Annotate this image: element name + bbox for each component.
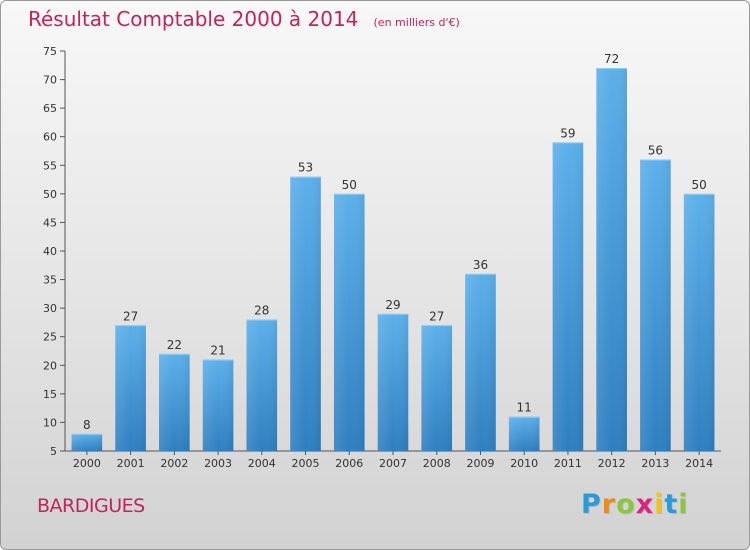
logo-letter: t: [664, 489, 679, 520]
y-tick-label: 30: [43, 302, 57, 315]
bar-shading: [552, 142, 584, 451]
bar-value-label: 72: [604, 52, 619, 66]
commune-name: BARDIGUES: [37, 495, 145, 517]
x-tick-label: 2005: [292, 457, 320, 470]
bar-shading: [202, 359, 234, 451]
x-tick-label: 2012: [598, 457, 626, 470]
y-tick-label: 5: [50, 445, 57, 458]
chart-title: Résultat Comptable 2000 à 2014 (en milli…: [28, 7, 460, 31]
y-tick-label: 60: [43, 131, 57, 144]
bar-shading: [246, 319, 278, 451]
bar-value-label: 21: [210, 344, 225, 358]
y-tick-label: 20: [43, 359, 57, 372]
bar-shading: [465, 273, 496, 451]
logo-letter: i: [678, 489, 689, 520]
bar-value-label: 50: [691, 178, 706, 192]
chart-unit-note: (en milliers d'€): [373, 16, 460, 29]
bar-shading: [333, 193, 365, 451]
y-tick-label: 75: [43, 45, 57, 58]
bar-value-label: 53: [298, 161, 313, 175]
y-tick-label: 10: [43, 416, 57, 429]
x-tick-label: 2004: [248, 457, 276, 470]
chart-title-main: Résultat Comptable 2000 à 2014: [28, 7, 359, 31]
x-tick-label: 2007: [379, 457, 407, 470]
x-tick-label: 2014: [685, 457, 713, 470]
logo-letter: o: [616, 489, 636, 520]
x-tick-label: 2011: [554, 457, 582, 470]
y-tick-label: 50: [43, 188, 57, 201]
y-tick-label: 70: [43, 74, 57, 87]
axis-layer: 5 10 15 20 25 30 35 40 45 50 55 60 65 70 75 2000 2001 200…: [43, 45, 721, 470]
bar-shading: [290, 176, 321, 451]
logo-letter: x: [635, 489, 655, 520]
bar-value-label: 29: [385, 298, 400, 312]
bar-shading: [159, 353, 190, 451]
x-tick-label: 2002: [160, 457, 188, 470]
y-tick-label: 55: [43, 159, 57, 172]
bar-shading: [508, 416, 540, 451]
x-tick-label: 2003: [204, 457, 232, 470]
bar-shading: [71, 433, 103, 451]
label-layer: 8 27 22 21 28 53 50 29 27 36 11 59 72 56 50: [83, 52, 707, 432]
bar-value-label: 28: [254, 304, 269, 318]
bar-shading: [640, 159, 671, 452]
bar-value-label: 27: [429, 309, 444, 323]
bar-shading: [377, 313, 409, 451]
y-tick-label: 15: [43, 388, 57, 401]
x-tick-label: 2006: [335, 457, 363, 470]
bar-value-label: 50: [342, 178, 357, 192]
x-tick-label: 2009: [466, 457, 494, 470]
bar-shading: [115, 325, 146, 451]
bar-value-label: 59: [560, 126, 575, 140]
bar-value-label: 22: [167, 338, 182, 352]
x-tick-label: 2001: [117, 457, 145, 470]
bar-shading: [683, 193, 715, 451]
y-tick-label: 25: [43, 331, 57, 344]
y-tick-label: 45: [43, 216, 57, 229]
x-tick-label: 2000: [73, 457, 101, 470]
logo-letter: P: [581, 489, 602, 520]
bar-shading: [596, 68, 627, 452]
bar-layer: [71, 68, 715, 452]
x-tick-label: 2010: [510, 457, 538, 470]
bar-value-label: 8: [83, 418, 91, 432]
y-tick-label: 40: [43, 245, 57, 258]
x-tick-label: 2008: [423, 457, 451, 470]
proxiti-logo: Proxiti: [581, 489, 689, 520]
x-tick-label: 2013: [641, 457, 669, 470]
logo-letter: i: [654, 489, 665, 520]
bar-shading: [421, 325, 453, 451]
y-tick-label: 35: [43, 274, 57, 287]
bar-value-label: 36: [473, 258, 488, 272]
bar-value-label: 56: [648, 144, 663, 158]
bar-value-label: 11: [517, 401, 532, 415]
logo-letter: r: [601, 489, 617, 520]
bar-value-label: 27: [123, 309, 138, 323]
y-tick-label: 65: [43, 102, 57, 115]
